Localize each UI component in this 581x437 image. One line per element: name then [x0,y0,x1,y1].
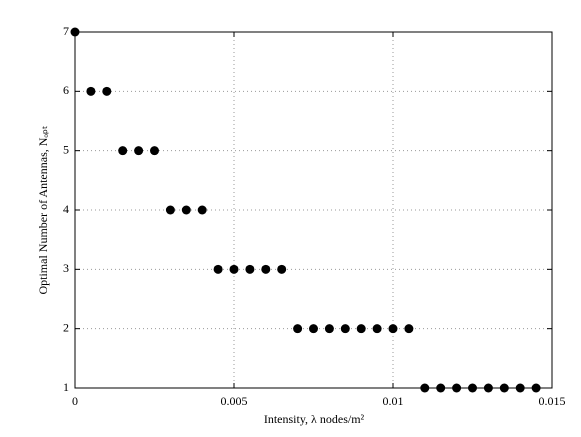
y-tick-label: 6 [63,83,69,97]
point [245,264,255,274]
point [102,86,112,96]
y-tick-label: 2 [63,320,69,334]
x-axis-label: Intensity, λ nodes/m² [264,412,365,426]
y-tick-label: 5 [63,142,69,156]
point [483,383,493,393]
point [277,264,287,274]
point [468,383,477,393]
point [499,383,509,393]
plot-frame [74,31,553,389]
point [213,264,223,274]
point [118,146,128,156]
point [388,324,398,334]
point [86,86,96,96]
y-tick-label: 1 [63,380,69,394]
y-axis-label: Optimal Number of Antennas, Nₒₚₜ [36,125,50,294]
y-tick-label: 3 [63,261,69,275]
point [324,324,334,334]
x-tick-label: 0.015 [539,394,566,408]
point [261,264,271,274]
point [452,383,462,393]
point [309,324,318,334]
point [293,324,303,334]
point [515,383,525,393]
point [150,146,159,156]
point [134,146,144,156]
point [436,383,446,393]
point [181,205,191,215]
point [197,205,207,215]
point [229,264,239,274]
point [165,205,175,215]
point [420,383,430,393]
x-tick-label: 0.005 [221,394,248,408]
point [531,383,541,393]
point [70,27,80,37]
point [372,324,382,334]
point [340,324,350,334]
x-tick-label: 0 [72,394,78,408]
point [404,324,414,334]
y-tick-label: 4 [63,202,69,216]
x-tick-label: 0.01 [383,394,404,408]
y-tick-label: 7 [63,24,69,38]
point [356,324,366,334]
